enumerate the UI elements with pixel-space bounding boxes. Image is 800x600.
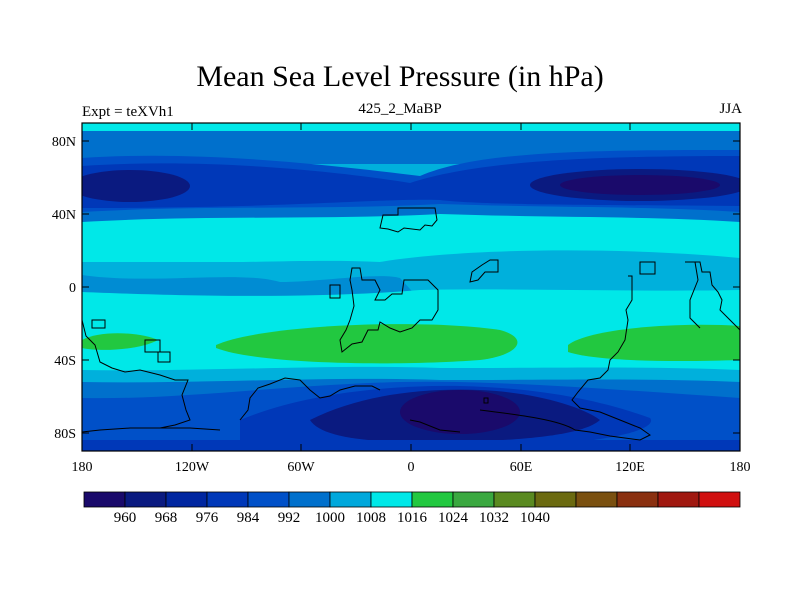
- colorbar-swatch: [370, 491, 413, 508]
- y-tick-40n: 40N: [52, 208, 76, 223]
- x-tick-60e: 60E: [510, 460, 533, 475]
- colorbar-swatch: [493, 491, 536, 508]
- colorbar-swatch: [288, 491, 331, 508]
- colorbar-swatch: [698, 491, 741, 508]
- colorbar: [83, 491, 741, 508]
- y-tick-labels: 80N 40N 0 40S 80S: [52, 135, 76, 442]
- y-tick-80n: 80N: [52, 135, 76, 150]
- chart-title: Mean Sea Level Pressure (in hPa): [196, 60, 604, 93]
- colorbar-label: 1032: [479, 510, 509, 526]
- x-tick-0: 0: [408, 460, 415, 475]
- experiment-label: Expt = teXVh1: [82, 104, 174, 120]
- colorbar-label: 968: [154, 510, 178, 526]
- y-axis: [82, 140, 740, 434]
- y-tick-0: 0: [69, 281, 76, 296]
- x-axis: [81, 123, 741, 451]
- colorbar-swatch: [452, 491, 495, 508]
- colorbar-swatch: [165, 491, 208, 508]
- colorbar-label: 1016: [397, 510, 427, 526]
- colorbar-swatch: [247, 491, 290, 508]
- colorbar-label: 1040: [520, 510, 550, 526]
- colorbar-label: 960: [113, 510, 137, 526]
- colorbar-label: 976: [195, 510, 219, 526]
- colorbar-swatch: [534, 491, 577, 508]
- colorbar-swatch: [411, 491, 454, 508]
- colorbar-swatch: [657, 491, 700, 508]
- colorbar-label: 1000: [315, 510, 345, 526]
- colorbar-swatch: [206, 491, 249, 508]
- x-tick-180w: 180: [72, 460, 93, 475]
- y-tick-40s: 40S: [54, 354, 76, 369]
- season-label: JJA: [719, 101, 742, 117]
- colorbar-label: 1008: [356, 510, 386, 526]
- colorbar-label: 984: [236, 510, 260, 526]
- x-tick-180e: 180: [730, 460, 751, 475]
- x-tick-120e: 120E: [615, 460, 645, 475]
- x-tick-labels: 180 120W 60W 0 60E 120E 180: [72, 460, 751, 475]
- run-label: 425_2_MaBP: [358, 101, 442, 117]
- colorbar-swatch: [83, 491, 126, 508]
- pressure-field: [82, 123, 740, 451]
- colorbar-swatch: [329, 491, 372, 508]
- colorbar-label: 1024: [438, 510, 468, 526]
- colorbar-label: 992: [277, 510, 301, 526]
- colorbar-swatch: [575, 491, 618, 508]
- colorbar-labels: 960 968 976 984 992 1000 1008 1016 1024 1032 1040: [0, 510, 800, 530]
- x-tick-60w: 60W: [287, 460, 315, 475]
- y-tick-80s: 80S: [54, 427, 76, 442]
- colorbar-swatch: [616, 491, 659, 508]
- coastlines: [82, 207, 740, 441]
- colorbar-swatch: [124, 491, 167, 508]
- x-tick-120w: 120W: [175, 460, 210, 475]
